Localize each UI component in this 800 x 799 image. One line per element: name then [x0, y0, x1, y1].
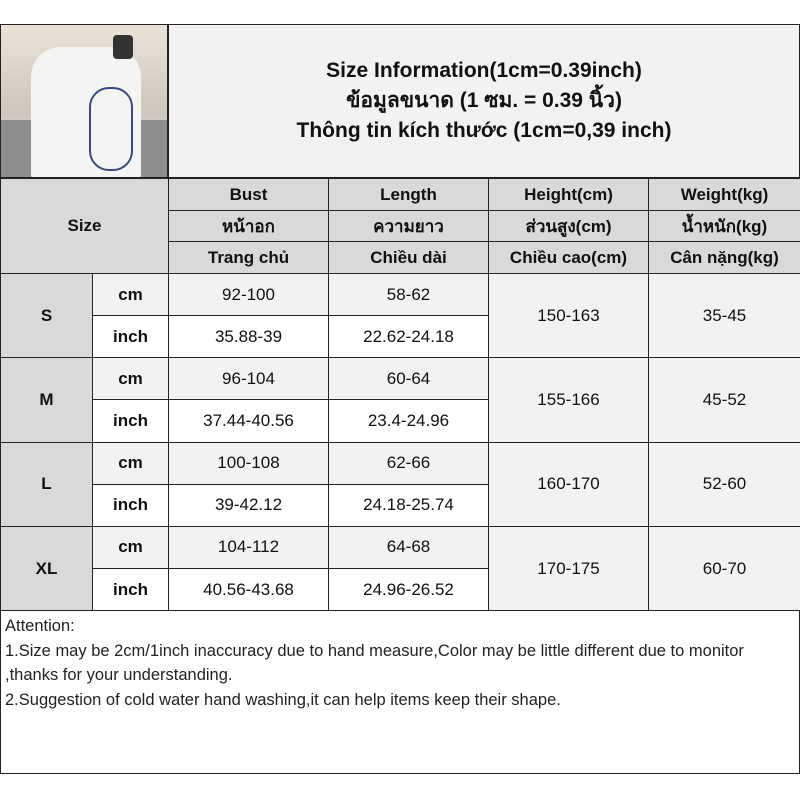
measure-cm: 62-66	[328, 441, 489, 485]
column-header: น้ำหนัก(kg)	[648, 210, 800, 242]
column-header: Chiều dài	[328, 241, 489, 274]
measure-inch: 37.44-40.56	[168, 399, 329, 443]
unit-label: cm	[92, 273, 169, 317]
unit-label: inch	[92, 315, 169, 359]
title-thai: ข้อมูลขนาด (1 ซม. = 0.39 นิ้ว)	[346, 89, 622, 112]
weight-range: 45-52	[648, 357, 800, 443]
height-range: 155-166	[488, 357, 649, 443]
unit-label: cm	[92, 357, 169, 401]
height-range: 170-175	[488, 525, 649, 612]
photo-phone	[113, 35, 133, 59]
measure-inch: 40.56-43.68	[168, 568, 329, 612]
column-header: Height(cm)	[488, 178, 649, 211]
unit-label: inch	[92, 483, 169, 527]
size-label: M	[0, 357, 93, 443]
measure-cm: 96-104	[168, 357, 329, 401]
measure-cm: 104-112	[168, 525, 329, 570]
column-header: ส่วนสูง(cm)	[488, 210, 649, 242]
measure-cm: 92-100	[168, 273, 329, 317]
column-header: Trang chủ	[168, 241, 329, 274]
weight-range: 35-45	[648, 273, 800, 359]
measure-inch: 22.62-24.18	[328, 315, 489, 359]
measure-inch: 39-42.12	[168, 483, 329, 527]
unit-label: cm	[92, 525, 169, 570]
unit-label: inch	[92, 568, 169, 612]
unit-label: inch	[92, 399, 169, 443]
weight-range: 60-70	[648, 525, 800, 612]
measure-inch: 24.18-25.74	[328, 483, 489, 527]
photo-bear-print	[89, 87, 133, 171]
column-header: Chiều cao(cm)	[488, 241, 649, 274]
size-label: L	[0, 441, 93, 527]
attention-note: 1.Size may be 2cm/1inch inaccuracy due t…	[5, 641, 749, 685]
measure-cm: 58-62	[328, 273, 489, 317]
size-info-title: Size Information(1cm=0.39inch) ข้อมูลขนา…	[168, 24, 800, 178]
measure-cm: 100-108	[168, 441, 329, 485]
measure-cm: 64-68	[328, 525, 489, 570]
product-photo	[0, 24, 168, 178]
title-vietnamese: Thông tin kích thước (1cm=0,39 inch)	[296, 119, 672, 142]
column-header: หน้าอก	[168, 210, 329, 242]
measure-inch: 35.88-39	[168, 315, 329, 359]
column-header: Weight(kg)	[648, 178, 800, 211]
size-label: XL	[0, 525, 93, 612]
attention-notes: Attention: 1.Size may be 2cm/1inch inacc…	[0, 610, 800, 774]
measure-inch: 24.96-26.52	[328, 568, 489, 612]
title-english: Size Information(1cm=0.39inch)	[326, 59, 642, 82]
unit-label: cm	[92, 441, 169, 485]
column-header: ความยาว	[328, 210, 489, 242]
column-header: Cân nặng(kg)	[648, 241, 800, 274]
weight-range: 52-60	[648, 441, 800, 527]
attention-note: 2.Suggestion of cold water hand washing,…	[5, 690, 561, 709]
measure-inch: 23.4-24.96	[328, 399, 489, 443]
attention-heading: Attention:	[5, 617, 75, 635]
size-label: S	[0, 273, 93, 359]
size-header: Size	[0, 178, 169, 274]
measure-cm: 60-64	[328, 357, 489, 401]
height-range: 150-163	[488, 273, 649, 359]
column-header: Length	[328, 178, 489, 211]
column-header: Bust	[168, 178, 329, 211]
height-range: 160-170	[488, 441, 649, 527]
